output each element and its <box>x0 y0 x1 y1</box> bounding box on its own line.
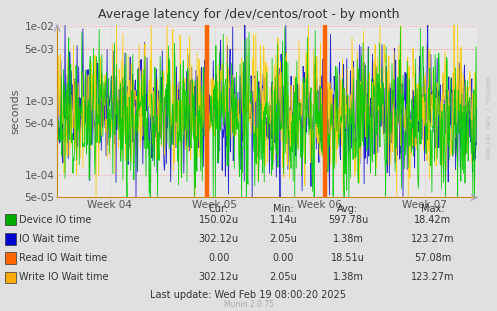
Text: Last update: Wed Feb 19 08:00:20 2025: Last update: Wed Feb 19 08:00:20 2025 <box>151 290 346 300</box>
Text: 1.14u: 1.14u <box>269 215 297 225</box>
Text: Max:: Max: <box>420 204 444 214</box>
Text: Cur:: Cur: <box>209 204 229 214</box>
Text: Read IO Wait time: Read IO Wait time <box>19 253 107 263</box>
Text: 1.38m: 1.38m <box>332 234 363 244</box>
Text: 0.00: 0.00 <box>208 253 230 263</box>
Text: 2.05u: 2.05u <box>269 234 297 244</box>
Text: 18.42m: 18.42m <box>414 215 451 225</box>
Text: 150.02u: 150.02u <box>199 215 239 225</box>
Text: 2.05u: 2.05u <box>269 272 297 282</box>
Text: 18.51u: 18.51u <box>331 253 365 263</box>
Text: 123.27m: 123.27m <box>411 234 454 244</box>
Text: Device IO time: Device IO time <box>19 215 91 225</box>
Text: Min:: Min: <box>273 204 294 214</box>
Y-axis label: seconds: seconds <box>10 88 20 134</box>
Text: Write IO Wait time: Write IO Wait time <box>19 272 108 282</box>
Text: Average latency for /dev/centos/root - by month: Average latency for /dev/centos/root - b… <box>98 8 399 21</box>
Text: 0.00: 0.00 <box>272 253 294 263</box>
Text: RRDTOOL / TOBI OETIKER: RRDTOOL / TOBI OETIKER <box>485 77 490 160</box>
Text: Avg:: Avg: <box>337 204 358 214</box>
Text: 302.12u: 302.12u <box>199 234 239 244</box>
Text: 57.08m: 57.08m <box>414 253 451 263</box>
Text: 597.78u: 597.78u <box>328 215 368 225</box>
Text: IO Wait time: IO Wait time <box>19 234 80 244</box>
Text: 1.38m: 1.38m <box>332 272 363 282</box>
Text: Munin 2.0.75: Munin 2.0.75 <box>224 300 273 309</box>
Text: 123.27m: 123.27m <box>411 272 454 282</box>
Text: 302.12u: 302.12u <box>199 272 239 282</box>
